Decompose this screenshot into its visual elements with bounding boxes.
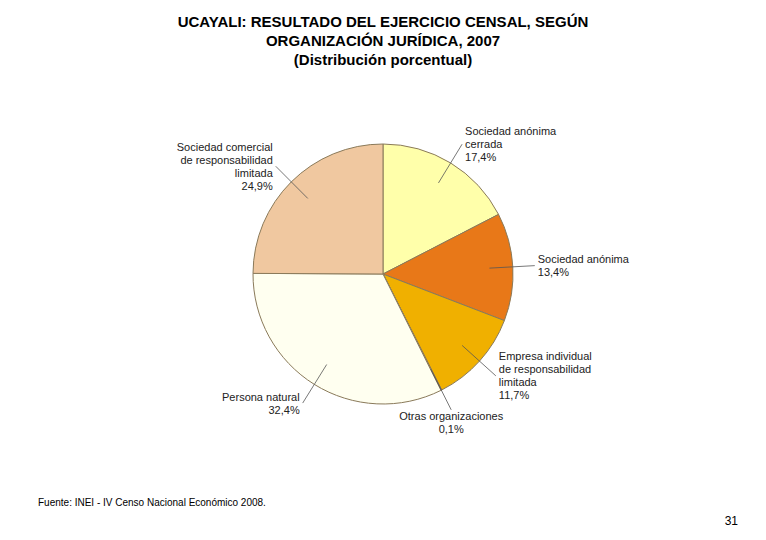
svg-text:Sociedad comercialde responsab: Sociedad comercialde responsabilidadlimi… [177,141,274,192]
html-text:31: 31 [724,514,738,528]
html-text:(Distribución porcentual): (Distribución porcentual) [293,51,473,68]
svg-text:Otras organizaciones0,1%: Otras organizaciones0,1% [399,410,503,435]
svg-text:Sociedad anónima13,4%: Sociedad anónima13,4% [538,253,630,278]
html-text:Fuente: INEI - IV Censo Nacion: Fuente: INEI - IV Censo Nacional Económi… [38,497,266,508]
svg-text:Persona natural32,4%: Persona natural32,4% [222,391,300,416]
svg-text:Sociedad anónimacerrada17,4%: Sociedad anónimacerrada17,4% [465,125,557,163]
html-text:ORGANIZACIÓN JURÍDICA, 2007: ORGANIZACIÓN JURÍDICA, 2007 [265,32,501,49]
html-text:UCAYALI: RESULTADO DEL EJERCIC: UCAYALI: RESULTADO DEL EJERCICIO CENSAL,… [177,13,589,30]
svg-text:Empresa individualde responsab: Empresa individualde responsabilidadlimi… [499,350,592,401]
